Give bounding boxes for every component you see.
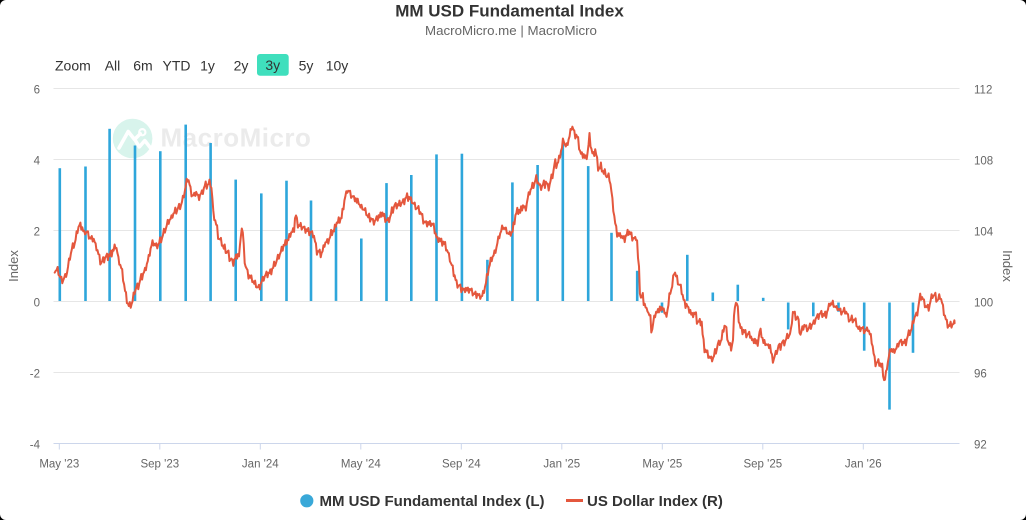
svg-text:MM USD Fundamental Index (L): MM USD Fundamental Index (L) xyxy=(320,493,545,510)
svg-text:2: 2 xyxy=(34,227,40,239)
svg-text:92: 92 xyxy=(974,440,987,452)
svg-text:112: 112 xyxy=(974,85,992,97)
svg-text:10y: 10y xyxy=(326,58,349,74)
svg-text:1y: 1y xyxy=(200,58,215,74)
svg-text:May '24: May '24 xyxy=(341,459,382,471)
svg-text:YTD: YTD xyxy=(163,58,191,74)
svg-text:2y: 2y xyxy=(234,58,249,74)
svg-text:All: All xyxy=(105,58,121,74)
svg-text:May '25: May '25 xyxy=(642,459,682,471)
svg-text:Index: Index xyxy=(6,250,21,282)
svg-text:-4: -4 xyxy=(30,440,41,452)
svg-text:-2: -2 xyxy=(30,369,40,381)
svg-text:Jan '25: Jan '25 xyxy=(543,459,580,471)
svg-text:Jan '24: Jan '24 xyxy=(242,459,279,471)
svg-text:MacroMicro.me | MacroMicro: MacroMicro.me | MacroMicro xyxy=(425,23,597,38)
svg-text:108: 108 xyxy=(974,156,993,168)
svg-text:6: 6 xyxy=(34,85,40,97)
svg-text:MacroMicro: MacroMicro xyxy=(161,123,312,153)
svg-text:3y: 3y xyxy=(265,57,280,73)
svg-text:US Dollar Index (R): US Dollar Index (R) xyxy=(587,493,723,510)
svg-text:6m: 6m xyxy=(133,58,152,74)
svg-text:Jan '26: Jan '26 xyxy=(845,459,882,471)
svg-text:Zoom: Zoom xyxy=(55,58,91,74)
svg-text:0: 0 xyxy=(34,298,40,310)
svg-text:Sep '24: Sep '24 xyxy=(442,459,481,471)
svg-text:100: 100 xyxy=(974,298,993,310)
svg-text:Sep '25: Sep '25 xyxy=(743,459,782,471)
svg-text:4: 4 xyxy=(34,156,41,168)
svg-text:5y: 5y xyxy=(299,58,314,74)
svg-text:MM USD Fundamental Index: MM USD Fundamental Index xyxy=(395,1,624,20)
svg-text:Index: Index xyxy=(1000,250,1015,282)
svg-text:96: 96 xyxy=(974,369,987,381)
svg-text:Sep '23: Sep '23 xyxy=(140,459,179,471)
svg-text:May '23: May '23 xyxy=(39,459,79,471)
svg-text:104: 104 xyxy=(974,227,994,239)
